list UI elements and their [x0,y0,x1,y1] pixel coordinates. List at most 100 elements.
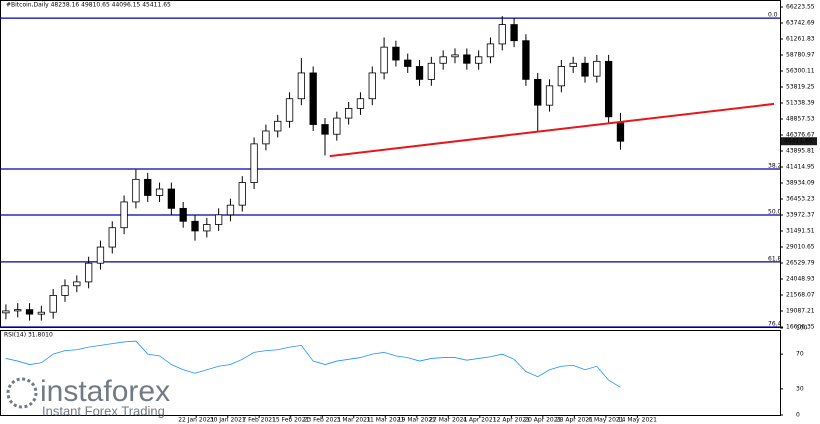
candle-body [2,310,10,314]
candle-body [309,72,317,125]
candle-body [49,295,57,313]
y-tick-label: 63742.69 [786,20,815,27]
candle-body [616,122,625,142]
candle-body [498,24,506,45]
rsi-tick-label: 30 [796,385,804,392]
candle-body [356,98,365,109]
candle-body [108,227,116,248]
rsi-tick-label: 70 [796,351,804,358]
price-panel [0,0,781,328]
logo-icon [6,377,38,409]
candle-body [191,220,199,232]
candle-body [593,60,601,77]
candle-body [392,46,400,61]
candle-body [214,214,223,225]
fib-label: 76.4 [768,321,782,328]
candle-body [274,120,282,132]
y-tick-label: 61261.83 [786,36,815,43]
candle-body [510,24,518,42]
candle-body [463,54,471,64]
rsi-tick-label: 0 [796,412,800,419]
candle-body [250,143,258,183]
y-tick-label: 46376.67 [786,132,815,139]
candle-body [333,117,341,135]
candle-body [14,309,22,312]
candle-body [557,66,566,87]
candle-body [380,46,388,74]
x-tick-label: 30 Jan 2021 [210,417,246,424]
candle-body [451,54,459,58]
fib-label: 61.8 [768,255,782,262]
y-tick-label: 31491.51 [786,228,815,235]
y-tick-label: 19087.21 [786,308,815,315]
candle-body [238,182,246,206]
rsi-line [5,340,621,388]
candle-body [368,72,376,100]
y-tick-label: 51338.39 [786,100,815,107]
x-tick-label: 4 Apr 2021 [463,417,496,424]
y-tick-label: 53819.25 [786,84,815,91]
candle-body [297,72,306,100]
y-tick-label: 33972.37 [786,212,815,219]
price-label-box [781,137,817,146]
candle-body [415,66,424,80]
y-tick-label: 58780.97 [786,52,815,59]
y-tick-label: 29010.65 [786,244,815,251]
candle-body [439,56,447,64]
y-tick-label: 16606.35 [786,324,815,331]
y-tick-label: 43895.81 [786,148,815,155]
x-tick-label: 11 Mar 2021 [366,417,404,424]
candle-body [84,262,93,283]
rsi-label: RSI(14) 31.8010 [4,332,53,339]
fib-label: 38.2 [768,163,782,170]
candle-body [486,43,495,58]
x-tick-label: 3 Mar 2021 [337,417,371,424]
x-tick-label: 15 Feb 2021 [272,417,310,424]
x-tick-label: 22 Jan 2021 [178,417,214,424]
y-tick-label: 48857.53 [786,116,815,123]
logo-name: instaforex [40,375,170,408]
logo: instaforex Instant Forex Trading [6,375,170,418]
y-tick-label: 38934.09 [786,180,815,187]
candle-body [226,204,235,216]
candle-body [522,40,530,80]
candle-body [144,178,152,196]
y-tick-label: 24048.93 [786,276,815,283]
candle-body [179,207,187,222]
chart-title: #Bitcoin,Daily 48238.16 49810.65 44096.1… [6,2,171,9]
candle-body [203,224,211,232]
candle-body [581,62,589,77]
candle-body [37,311,46,315]
logo-tagline: Instant Forex Trading [42,403,165,418]
candle-body [474,56,483,64]
candle-body [25,309,34,315]
y-tick-label: 66223.55 [786,4,815,11]
x-tick-label: 23 Feb 2021 [304,417,342,424]
y-tick-label: 21568.07 [786,292,815,299]
candle-body [96,246,105,264]
x-tick-label: 12 Apr 2021 [493,417,530,424]
y-tick-label: 41414.95 [786,164,815,171]
candle-body [132,178,140,203]
y-tick-label: 36453.23 [786,196,815,203]
rsi-tick-label: 100 [796,325,808,332]
candle-body [427,62,436,80]
x-tick-label: 28 Apr 2021 [556,417,593,424]
candle-body [569,62,577,67]
candle-body [73,281,81,287]
candle-body [404,59,412,67]
candle-body [155,188,164,196]
x-tick-label: 7 Feb 2021 [242,417,276,424]
trendline [329,102,775,158]
candle-body [321,124,329,135]
candle-body [545,85,554,106]
x-tick-label: 14 May 2021 [618,417,657,424]
x-tick-label: 20 Apr 2021 [524,417,561,424]
x-tick-label: 27 Mar 2021 [429,417,467,424]
candle-body [61,285,69,296]
rsi-panel [0,330,781,416]
y-tick-label: 56300.11 [786,68,815,75]
fib-label: 0.0 [768,12,778,19]
candle-body [285,98,294,122]
